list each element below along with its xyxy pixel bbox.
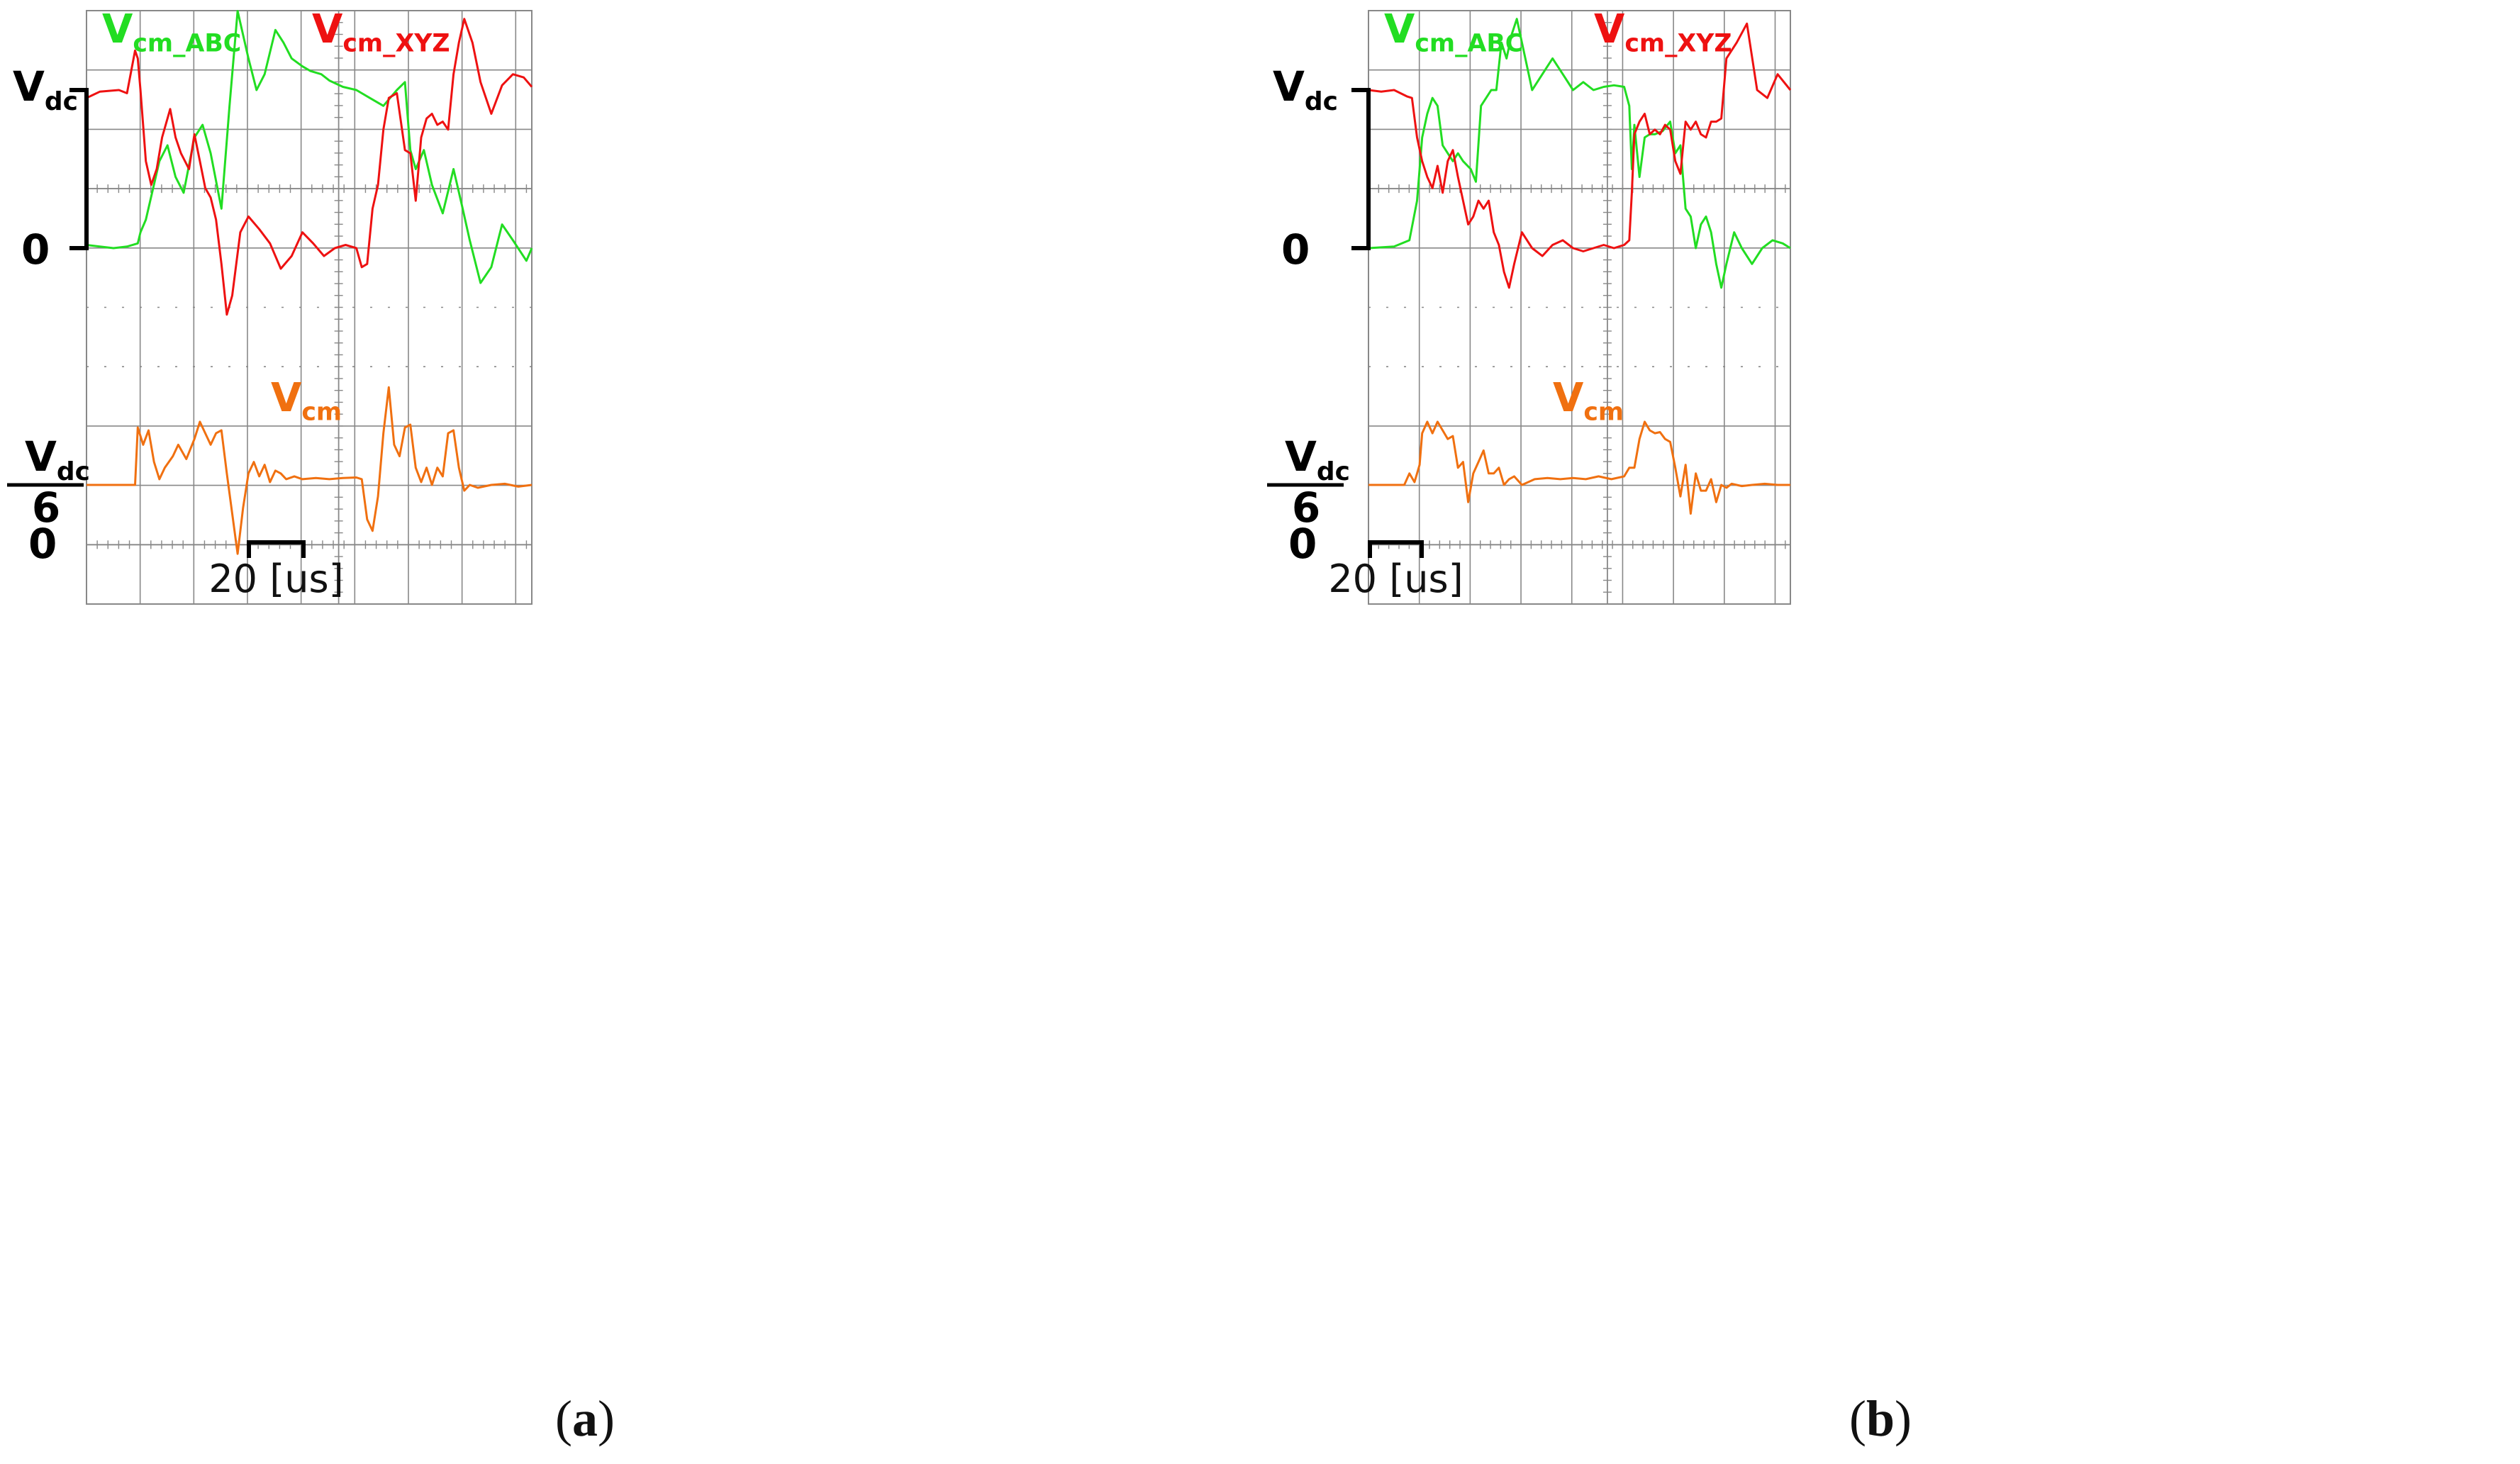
tick-label-frac-num-a-main: V [25,432,57,481]
tick-label-vdc-a-main: V [13,62,45,111]
tick-label-zero-upper-b-main: 0 [1281,225,1310,274]
series-label-vcm-a: Vcm [271,375,342,426]
time-scale-label-b: 20 [us] [1328,557,1463,601]
series-label-vcm-a-sub: cm [301,398,342,426]
series-label-vcm-abc-a-main: V [102,6,133,52]
series-label-vcm-xyz-b: Vcm_XYZ [1594,6,1732,57]
series-line-vcm-a [87,386,533,555]
series-line-cm-xyz-a [86,18,533,316]
panel-a: Vdc 0 Vdc 6 0 Vcm_ABC Vcm_XYZ Vcm 20 [us] (a) [7,6,615,1447]
series-label-vcm-xyz-a-main: V [312,6,343,52]
tick-label-vdc-b: Vdc [1273,62,1338,116]
time-scale-label-a: 20 [us] [208,557,343,601]
tick-label-frac-den-b-main: 6 [1292,484,1320,532]
tick-label-zero-lower-a-main: 0 [28,520,57,568]
series-label-vcm-b-main: V [1553,375,1584,421]
series-line-vcm-b [1368,420,1790,515]
tick-label-vdc-a: Vdc [13,62,78,116]
tick-label-frac-num-a: Vdc [25,432,90,486]
panel-b: Vdc 0 Vdc 6 0 Vcm_ABC Vcm_XYZ Vcm 20 [us] (b) [1260,0,2520,1464]
caption-b-letter: b [1866,1390,1895,1447]
series-line-cm-abc-a [86,10,533,284]
series-label-vcm-abc-b: Vcm_ABC [1384,6,1523,57]
tick-label-zero-lower-a: 0 [28,520,57,568]
series-label-vcm-abc-b-main: V [1384,6,1415,52]
series-label-vcm-xyz-b-main: V [1594,6,1625,52]
tick-label-zero-upper-a-main: 0 [21,225,50,274]
tick-label-frac-den-b: 6 [1292,484,1320,532]
tick-label-zero-upper-b: 0 [1281,225,1310,274]
tick-label-vdc-a-sub: dc [45,87,78,116]
tick-label-frac-num-b-sub: dc [1317,457,1350,486]
tick-label-zero-upper-a: 0 [21,225,50,274]
plot-frame-a [86,10,533,605]
time-scale-bar-b [1368,540,1424,558]
series-label-vcm-abc-a-sub: cm_ABC [133,29,241,57]
tick-label-frac-den-a-main: 6 [32,484,60,532]
caption-a: (a) [555,1390,615,1447]
tick-label-zero-lower-b-main: 0 [1288,520,1317,568]
series-line-cm-abc-b [1368,18,1791,289]
series-label-vcm-xyz-a-sub: cm_XYZ [342,29,450,57]
series-label-vcm-abc-b-sub: cm_ABC [1415,29,1523,57]
vdc-bracket-a [69,88,89,250]
tick-label-frac-num-b-main: V [1285,432,1317,481]
tick-label-frac-den-a: 6 [32,484,60,532]
time-scale-bar-a [247,540,306,558]
caption-b: (b) [1849,1390,1912,1447]
series-label-vcm-b-sub: cm [1583,398,1624,426]
series-label-vcm-xyz-b-sub: cm_XYZ [1624,29,1732,57]
series-line-cm-xyz-b [1368,22,1792,289]
tick-label-vdc-b-sub: dc [1305,87,1338,116]
vdc-bracket-b [1351,88,1371,250]
tick-label-frac-num-b: Vdc [1285,432,1350,486]
caption-a-letter: a [572,1390,598,1447]
series-label-vcm-abc-a: Vcm_ABC [102,6,241,57]
tick-label-frac-num-a-sub: dc [57,457,90,486]
tick-label-vdc-b-main: V [1273,62,1305,111]
series-label-vcm-xyz-a: Vcm_XYZ [312,6,450,57]
tick-label-zero-lower-b: 0 [1288,520,1317,568]
series-label-vcm-a-main: V [271,375,302,421]
series-label-vcm-b: Vcm [1553,375,1624,426]
